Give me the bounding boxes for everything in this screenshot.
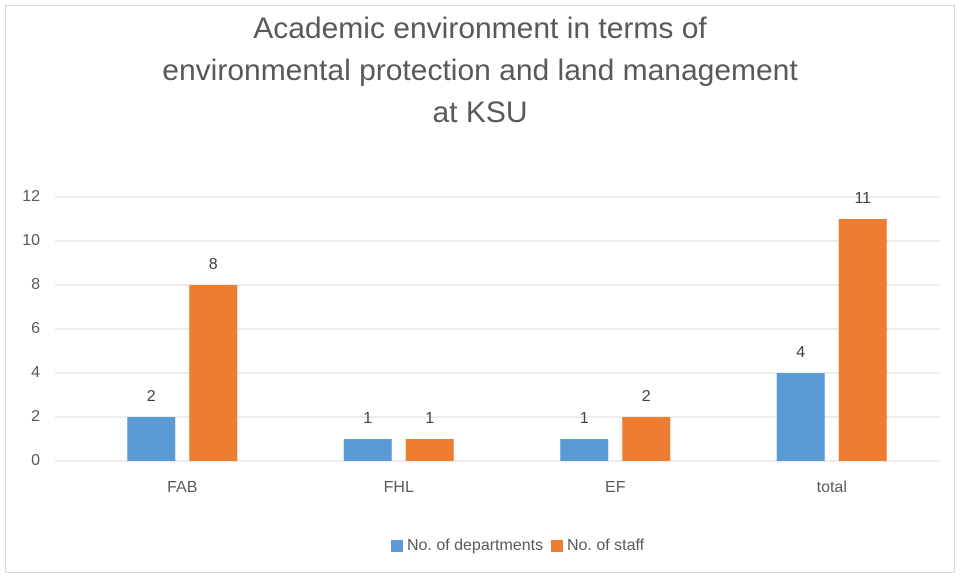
x-tick-label: total xyxy=(817,479,847,496)
bar xyxy=(405,439,454,461)
y-tick-label: 4 xyxy=(31,364,40,381)
legend-label: No. of departments xyxy=(407,537,543,554)
data-label: 2 xyxy=(642,388,651,405)
bar xyxy=(343,439,392,461)
data-label: 1 xyxy=(363,410,372,427)
chart-border xyxy=(5,5,955,573)
data-label: 1 xyxy=(580,410,589,427)
bar xyxy=(776,373,825,461)
chart-title: Academic environment in terms of environ… xyxy=(162,12,798,129)
y-tick-label: 8 xyxy=(31,276,40,293)
legend-label: No. of staff xyxy=(567,537,645,554)
bar xyxy=(560,439,609,461)
bar xyxy=(838,219,887,461)
y-tick-label: 12 xyxy=(22,188,40,205)
bar xyxy=(127,417,176,461)
x-tick-label: EF xyxy=(605,479,626,496)
legend-swatch xyxy=(391,540,403,552)
data-label: 2 xyxy=(147,388,156,405)
bar xyxy=(622,417,671,461)
bar xyxy=(189,285,238,461)
x-tick-label: FHL xyxy=(384,479,414,496)
y-tick-label: 6 xyxy=(31,320,40,337)
x-tick-label: FAB xyxy=(167,479,197,496)
data-label: 8 xyxy=(209,256,218,273)
y-tick-label: 0 xyxy=(31,452,40,469)
data-label: 4 xyxy=(796,344,805,361)
data-label: 11 xyxy=(854,190,871,207)
y-tick-label: 10 xyxy=(22,232,40,249)
legend-swatch xyxy=(551,540,563,552)
y-tick-label: 2 xyxy=(31,408,40,425)
data-label: 1 xyxy=(425,410,434,427)
